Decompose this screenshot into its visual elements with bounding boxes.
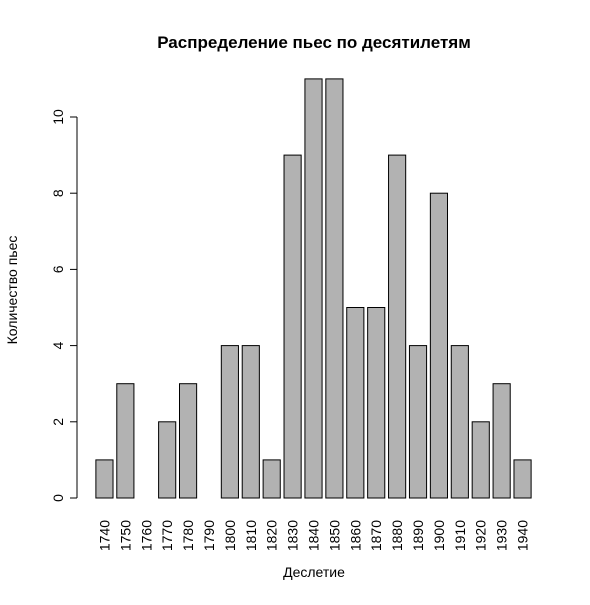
bar-1870 (367, 307, 386, 499)
x-tick-label: 1740 (96, 520, 112, 551)
x-tick-label: 1770 (159, 520, 175, 551)
chart-title: Распределение пьес по десятилетям (157, 33, 471, 52)
x-tick-label: 1860 (347, 520, 363, 551)
bar-1770 (158, 421, 177, 499)
x-tick-label: 1890 (410, 520, 426, 551)
bar-1910 (450, 345, 469, 499)
x-tick-label: 1810 (243, 520, 259, 551)
bar-1920 (471, 421, 490, 499)
bar-1900 (429, 192, 448, 499)
x-tick-label: 1910 (452, 520, 468, 551)
x-tick-label: 1820 (264, 520, 280, 551)
bar-1750 (116, 383, 135, 499)
x-tick-label: 1930 (494, 520, 510, 551)
x-tick-labels: 1740 1750 1760 1770 1780 1790 1800 1810 1820 1830… (96, 520, 530, 551)
y-tick-label: 2 (50, 418, 66, 426)
x-axis-label: Деслетие (283, 564, 345, 580)
x-tick-label: 1750 (117, 520, 133, 551)
bar-1840 (304, 78, 323, 499)
bar-1940 (513, 459, 532, 499)
y-axis: 0 2 4 6 8 10 (50, 109, 78, 502)
y-tick-label: 0 (50, 494, 66, 502)
x-tick-label: 1760 (138, 520, 154, 551)
y-tick-label: 4 (50, 341, 66, 349)
y-tick-label: 6 (50, 265, 66, 273)
bar-1820 (262, 459, 281, 499)
x-tick-label: 1880 (389, 520, 405, 551)
x-tick-label: 1920 (473, 520, 489, 551)
bar-1860 (346, 307, 365, 499)
y-tick-label: 8 (50, 189, 66, 197)
x-tick-label: 1870 (368, 520, 384, 551)
bars-group (95, 78, 532, 499)
y-tick-label: 10 (50, 109, 66, 125)
bar-1890 (408, 345, 428, 499)
x-tick-label: 1800 (222, 520, 238, 551)
x-tick-label: 1840 (306, 520, 322, 551)
x-tick-label: 1940 (515, 520, 531, 551)
bar-1850 (325, 78, 344, 499)
x-tick-label: 1830 (285, 520, 301, 551)
bar-1830 (283, 154, 302, 499)
x-tick-label: 1790 (201, 520, 217, 551)
bar-1810 (241, 345, 260, 499)
x-tick-label: 1900 (431, 520, 447, 551)
x-tick-label: 1780 (180, 520, 196, 551)
bar-1880 (388, 154, 407, 499)
y-axis-label: Количество пьес (4, 236, 20, 345)
x-tick-label: 1850 (326, 520, 342, 551)
bar-1740 (95, 459, 114, 499)
bar-1800 (220, 345, 239, 499)
bar-1930 (492, 383, 511, 499)
bar-1780 (179, 383, 198, 499)
